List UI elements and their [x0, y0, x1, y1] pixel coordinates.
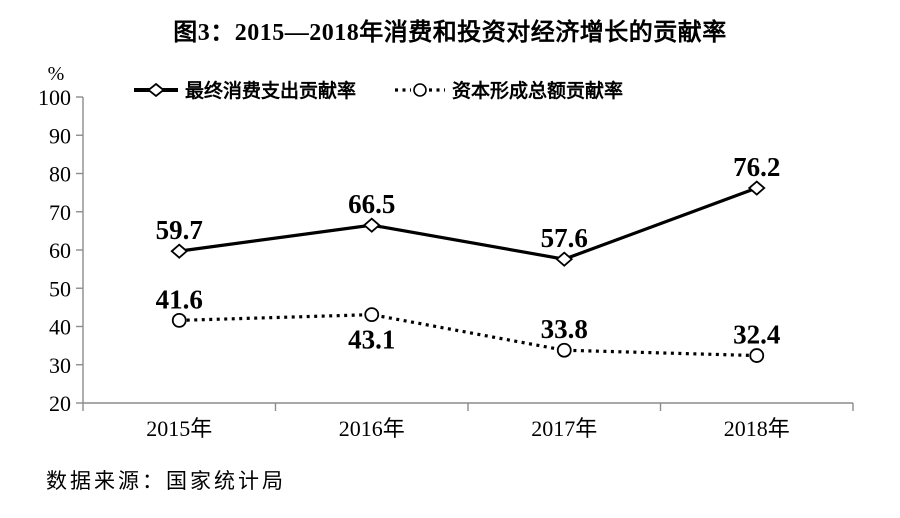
legend-item-consumption: 最终消费支出贡献率 [133, 76, 356, 103]
data-point-diamond [170, 243, 189, 259]
y-tick-label: 80 [49, 162, 71, 187]
data-point-label: 43.1 [348, 325, 395, 355]
y-tick-label: 30 [49, 353, 71, 378]
x-tick-label: 2017年 [531, 416, 597, 441]
y-tick-label: 40 [49, 315, 71, 340]
x-tick-label: 2016年 [339, 416, 405, 441]
x-tick-label: 2015年 [146, 416, 212, 441]
y-tick-label: 100 [38, 85, 71, 110]
y-tick-label: 90 [49, 123, 71, 148]
chart-title: 图3：2015—2018年消费和投资对经济增长的贡献率 [173, 20, 727, 46]
data-point-diamond [747, 180, 766, 196]
data-point-circle [556, 342, 572, 358]
series-line-0 [179, 186, 758, 261]
solid-line-diamond-icon [134, 82, 178, 97]
legend-label-consumption: 最终消费支出贡献率 [185, 81, 357, 102]
data-point-circle [171, 312, 187, 328]
data-point-label: 66.5 [348, 189, 395, 219]
data-point-label: 41.6 [156, 284, 203, 314]
series-line-1 [179, 313, 757, 358]
data-point-label: 59.7 [156, 215, 203, 245]
data-point-diamond [362, 217, 381, 233]
data-point-diamond [555, 251, 574, 267]
y-tick-label: 70 [49, 200, 71, 225]
data-point-label: 33.8 [541, 314, 588, 344]
data-point-circle [749, 348, 765, 363]
y-tick-label: 50 [49, 276, 71, 301]
data-point-label: 32.4 [733, 320, 780, 350]
data-point-circle [364, 307, 380, 323]
data-point-label: 57.6 [541, 223, 588, 253]
legend: 最终消费支出贡献率 资本形成总额贡献率 [133, 76, 623, 103]
y-tick-label: 20 [49, 391, 71, 416]
data-source-note: 数据来源：国家统计局 [46, 470, 286, 493]
dotted-line-circle-icon [395, 82, 446, 97]
legend-item-capital: 资本形成总额贡献率 [394, 76, 623, 103]
x-tick-label: 2018年 [724, 416, 790, 441]
legend-label-capital: 资本形成总额贡献率 [452, 81, 624, 102]
y-axis-unit-label: % [48, 63, 65, 85]
y-tick-label: 60 [49, 238, 71, 263]
data-point-label: 76.2 [733, 152, 780, 182]
